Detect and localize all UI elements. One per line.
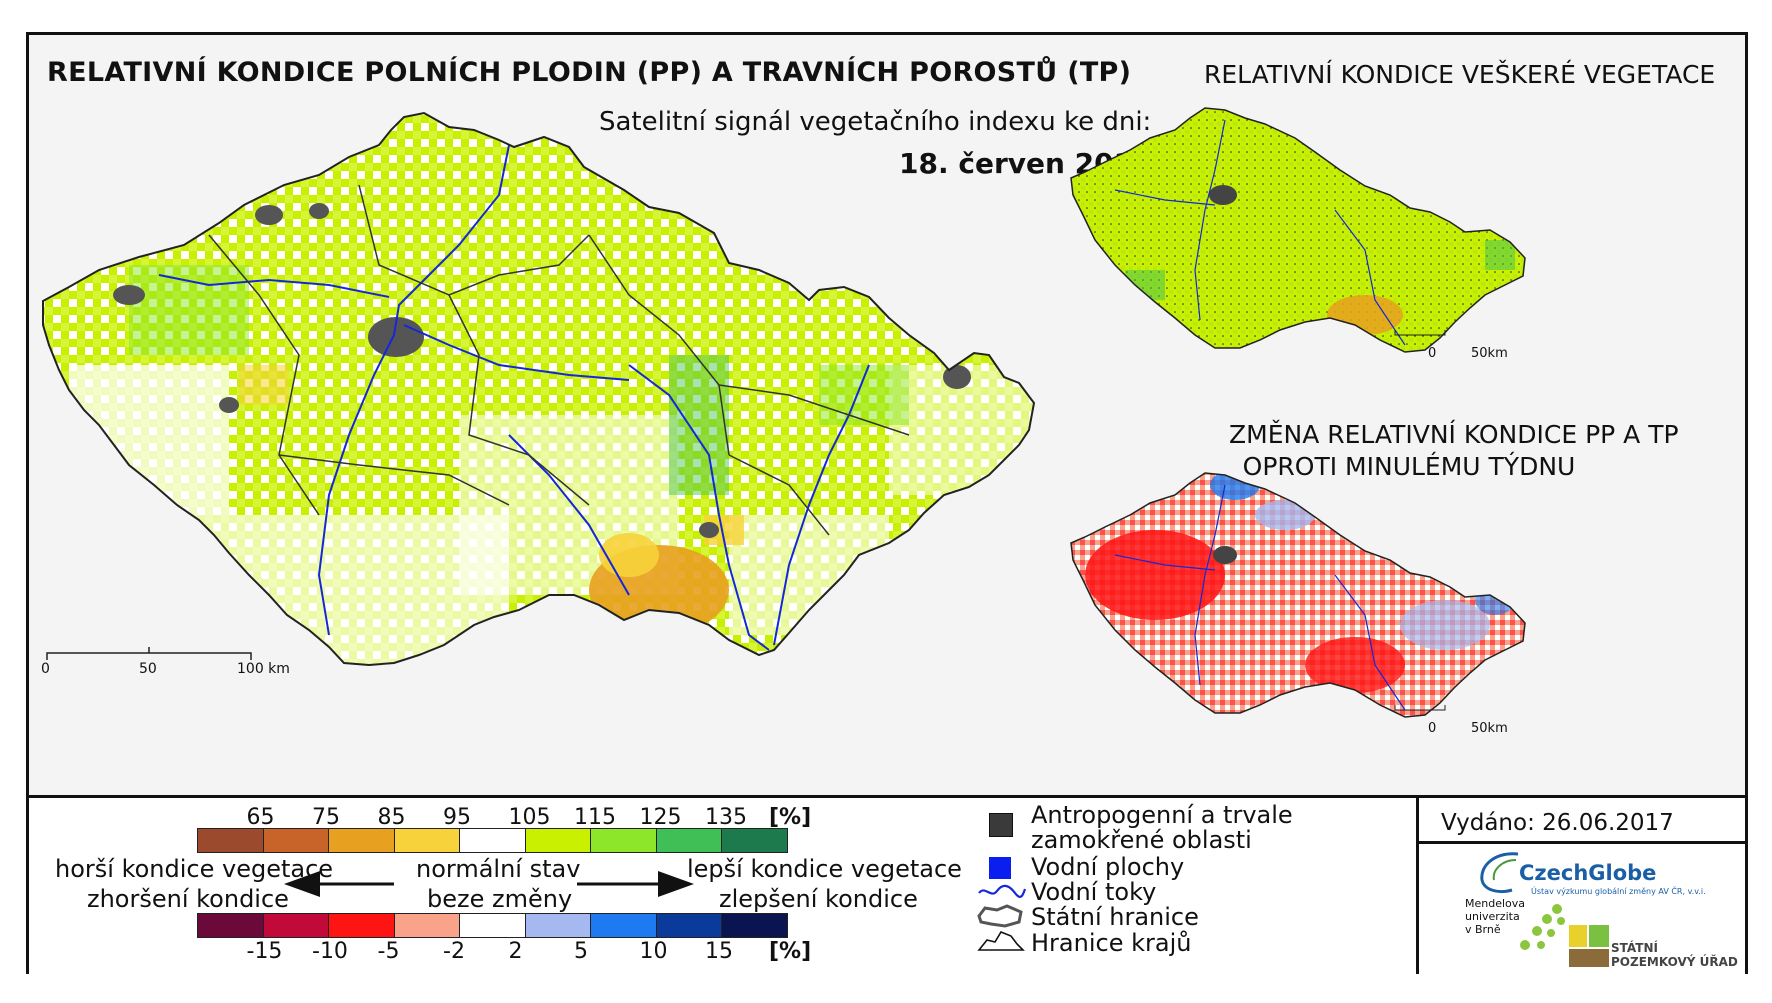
worse-label-1: horší kondice vegetace	[55, 855, 334, 883]
change-swatch	[721, 913, 788, 938]
change-tick: -5	[377, 939, 400, 964]
ostrava-urban-area	[943, 365, 971, 389]
mendel-logo-dots	[1520, 904, 1565, 950]
region-border-icon	[977, 931, 1025, 951]
change-map	[1070, 472, 1526, 718]
change-map-scale	[1394, 705, 1446, 711]
water-body-swatch	[989, 857, 1011, 879]
change-swatch	[655, 913, 722, 938]
main-scale-bar	[46, 647, 252, 660]
anthropogenic-label-2: zamokřené oblasti	[1031, 826, 1252, 854]
state-border-label: Státní hranice	[1031, 903, 1199, 931]
subtitle: Satelitní signál vegetačního indexu ke d…	[599, 107, 1152, 137]
anthropogenic-swatch	[989, 813, 1013, 837]
condition-tick: 125	[639, 805, 682, 830]
change-tick: -15	[246, 939, 283, 964]
main-map-fill	[43, 113, 1034, 665]
condition-swatch	[524, 828, 591, 853]
main-scale-end: 100 km	[237, 661, 290, 677]
change-swatch	[459, 913, 526, 938]
river-line-icon	[978, 884, 1027, 898]
spu-line-2: POZEMKOVÝ ÚŘAD	[1611, 955, 1738, 969]
right-arrow	[577, 871, 694, 897]
mendel-line-2: univerzita	[1465, 910, 1520, 923]
rivers-label: Vodní toky	[1031, 878, 1157, 906]
main-scale-mid: 50	[139, 661, 157, 677]
vegetation-scale-end: 50km	[1471, 346, 1508, 361]
legend-divider	[1416, 795, 1419, 974]
spu-logo-icon	[1569, 925, 1609, 967]
condition-tick: 65	[246, 805, 275, 830]
brno-urban-area	[699, 522, 719, 538]
change-swatch	[328, 913, 395, 938]
vegetation-map-scale	[1394, 330, 1446, 336]
condition-swatch	[721, 828, 788, 853]
condition-tick: 105	[508, 805, 551, 830]
mendel-line-1: Mendelova	[1465, 897, 1526, 910]
water-bodies-label: Vodní plochy	[1031, 853, 1185, 881]
normal-label-2: beze změny	[427, 885, 573, 913]
main-title: RELATIVNÍ KONDICE POLNÍCH PLODIN (PP) A …	[47, 57, 1132, 88]
condition-swatch	[590, 828, 657, 853]
change-swatch	[590, 913, 657, 938]
main-scale-zero: 0	[41, 661, 50, 677]
change-unit: [%]	[769, 939, 812, 964]
change-swatch	[262, 913, 329, 938]
spu-logo-text: STÁTNÍ POZEMKOVÝ ÚŘAD	[1611, 941, 1738, 969]
anthropogenic-label-1: Antropogenní a trvale	[1031, 801, 1293, 829]
direction-arrows	[284, 871, 694, 897]
change-swatch	[393, 913, 460, 938]
worse-label-2: zhoršení kondice	[87, 885, 289, 913]
change-swatch	[524, 913, 591, 938]
condition-tick: 75	[312, 805, 340, 830]
left-arrow	[284, 871, 394, 897]
region-border-label: Hranice krajů	[1031, 929, 1192, 957]
right-top-title: RELATIVNÍ KONDICE VEŠKERÉ VEGETACE	[1204, 60, 1716, 89]
condition-tick: 115	[574, 805, 616, 830]
change-scale-end: 50km	[1471, 721, 1508, 736]
condition-swatch	[393, 828, 460, 853]
condition-swatch	[262, 828, 329, 853]
map-frame: RELATIVNÍ KONDICE POLNÍCH PLODIN (PP) A …	[26, 32, 1748, 977]
mendel-logo-text: Mendelova univerzita v Brně	[1465, 897, 1525, 936]
condition-swatch	[328, 828, 395, 853]
better-label-2: zlepšení kondice	[719, 885, 918, 913]
change-tick: 15	[705, 939, 733, 964]
change-tick: -10	[312, 939, 348, 964]
czechglobe-logo-icon	[1480, 852, 1519, 894]
condition-tick: 85	[377, 805, 406, 830]
czechglobe-logo-text: CzechGlobe	[1519, 861, 1657, 885]
change-tick: 2	[508, 939, 523, 964]
condition-unit: [%]	[769, 805, 812, 830]
mendel-line-3: v Brně	[1465, 923, 1501, 936]
change-tick: -2	[443, 939, 465, 964]
vegetation-map	[1070, 107, 1526, 353]
condition-swatch	[655, 828, 722, 853]
condition-swatch	[197, 828, 264, 853]
czechglobe-logo-subtext: Ústav výzkumu globální změny AV ČR, v.v.…	[1531, 887, 1706, 896]
vegetation-scale-zero: 0	[1428, 346, 1437, 361]
change-tick: 10	[639, 939, 668, 964]
state-border-icon	[977, 904, 1023, 928]
condition-tick: 95	[443, 805, 471, 830]
change-swatch	[197, 913, 264, 938]
main-map	[42, 112, 1035, 666]
right-bottom-title-line2: OPROTI MINULÉMU TÝDNU	[1242, 452, 1576, 481]
main-map-region-borders	[208, 184, 910, 536]
change-tick: 5	[574, 939, 588, 964]
condition-tick: 135	[705, 805, 747, 830]
normal-label-1: normální stav	[416, 855, 581, 883]
condition-swatch	[459, 828, 526, 853]
issued-date: Vydáno: 26.06.2017	[1441, 810, 1674, 836]
issued-divider	[1416, 841, 1745, 844]
change-scale-zero: 0	[1428, 721, 1437, 736]
spu-line-1: STÁTNÍ	[1611, 941, 1658, 955]
better-label-1: lepší kondice vegetace	[687, 855, 962, 883]
